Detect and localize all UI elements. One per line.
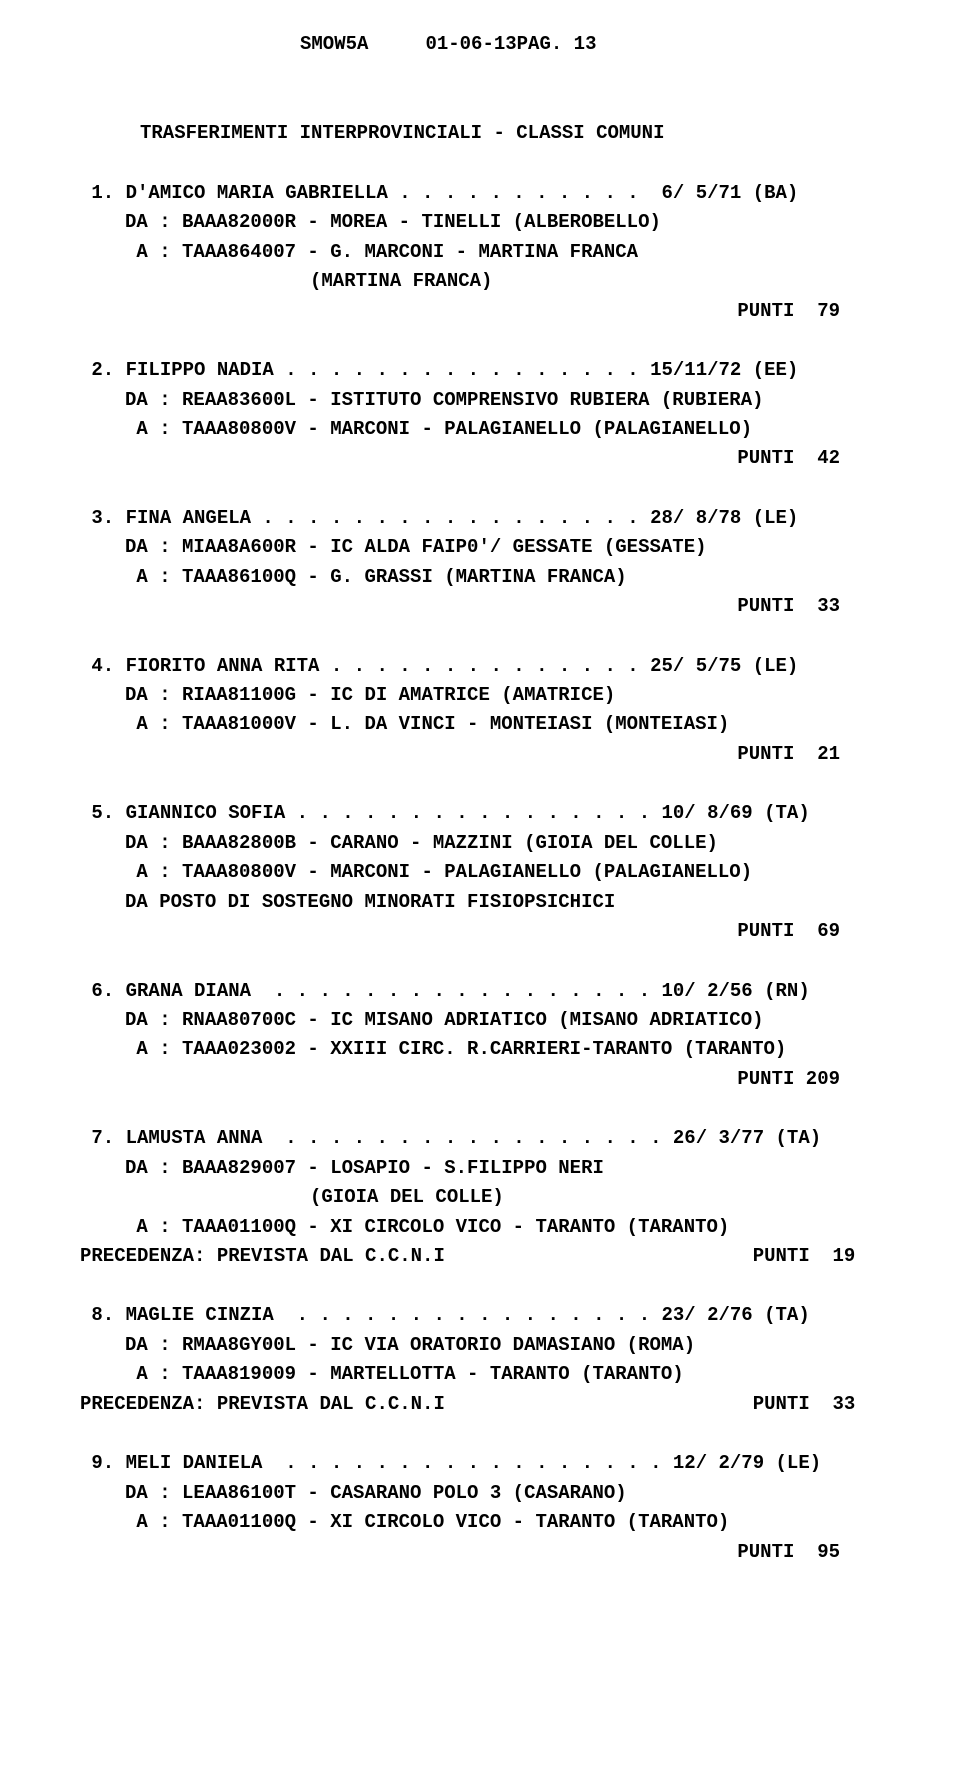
entry-punti-line: PUNTI 42 [80, 444, 920, 473]
transfer-entry: 5. GIANNICO SOFIA . . . . . . . . . . . … [80, 799, 920, 946]
entry-header-line: 2. FILIPPO NADIA . . . . . . . . . . . .… [80, 356, 920, 385]
entry-precedenza-line: PRECEDENZA: PREVISTA DAL C.C.N.I PUNTI 1… [80, 1242, 920, 1271]
entry-punti-line: PUNTI 95 [80, 1538, 920, 1567]
section-title: TRASFERIMENTI INTERPROVINCIALI - CLASSI … [140, 119, 920, 148]
entry-a-extra: (MARTINA FRANCA) [80, 267, 920, 296]
entry-header-line: 9. MELI DANIELA . . . . . . . . . . . . … [80, 1449, 920, 1478]
entry-da-line: DA : MIAA8A600R - IC ALDA FAIP0'/ GESSAT… [80, 533, 920, 562]
entry-a-line: A : TAAA819009 - MARTELLOTTA - TARANTO (… [80, 1360, 920, 1389]
transfer-entry: 6. GRANA DIANA . . . . . . . . . . . . .… [80, 977, 920, 1095]
entry-da-extra: (GIOIA DEL COLLE) [80, 1183, 920, 1212]
entry-header-line: 3. FINA ANGELA . . . . . . . . . . . . .… [80, 504, 920, 533]
entry-header-line: 1. D'AMICO MARIA GABRIELLA . . . . . . .… [80, 179, 920, 208]
entry-punti-line: PUNTI 79 [80, 297, 920, 326]
entry-a-line: A : TAAA80800V - MARCONI - PALAGIANELLO … [80, 415, 920, 444]
entry-a-line: A : TAAA81000V - L. DA VINCI - MONTEIASI… [80, 710, 920, 739]
entry-header-line: 6. GRANA DIANA . . . . . . . . . . . . .… [80, 977, 920, 1006]
entry-header-line: 7. LAMUSTA ANNA . . . . . . . . . . . . … [80, 1124, 920, 1153]
transfer-entry: 1. D'AMICO MARIA GABRIELLA . . . . . . .… [80, 179, 920, 326]
transfer-entry: 9. MELI DANIELA . . . . . . . . . . . . … [80, 1449, 920, 1567]
entry-precedenza-line: PRECEDENZA: PREVISTA DAL C.C.N.I PUNTI 3… [80, 1390, 920, 1419]
entry-da-line: DA : RNAA80700C - IC MISANO ADRIATICO (M… [80, 1006, 920, 1035]
page-header: SMOW5A 01-06-13PAG. 13 [300, 30, 920, 59]
entry-a-line: A : TAAA01100Q - XI CIRCOLO VICO - TARAN… [80, 1508, 920, 1537]
entry-a-line: A : TAAA023002 - XXIII CIRC. R.CARRIERI-… [80, 1035, 920, 1064]
entry-da-line: DA : RMAA8GY00L - IC VIA ORATORIO DAMASI… [80, 1331, 920, 1360]
transfer-entry: 7. LAMUSTA ANNA . . . . . . . . . . . . … [80, 1124, 920, 1271]
entry-a-line: A : TAAA01100Q - XI CIRCOLO VICO - TARAN… [80, 1213, 920, 1242]
entry-punti-line: PUNTI 209 [80, 1065, 920, 1094]
entry-da-line: DA : LEAA86100T - CASARANO POLO 3 (CASAR… [80, 1479, 920, 1508]
header-date-page: 01-06-13PAG. 13 [425, 33, 596, 55]
transfer-entry: 8. MAGLIE CINZIA . . . . . . . . . . . .… [80, 1301, 920, 1419]
entry-header-line: 5. GIANNICO SOFIA . . . . . . . . . . . … [80, 799, 920, 828]
entry-header-line: 4. FIORITO ANNA RITA . . . . . . . . . .… [80, 652, 920, 681]
entry-a-line: A : TAAA864007 - G. MARCONI - MARTINA FR… [80, 238, 920, 267]
entry-posto-line: DA POSTO DI SOSTEGNO MINORATI FISIOPSICH… [80, 888, 920, 917]
transfer-entry: 2. FILIPPO NADIA . . . . . . . . . . . .… [80, 356, 920, 474]
entry-da-line: DA : BAAA82800B - CARANO - MAZZINI (GIOI… [80, 829, 920, 858]
entry-da-line: DA : BAAA82000R - MOREA - TINELLI (ALBER… [80, 208, 920, 237]
transfer-entry: 3. FINA ANGELA . . . . . . . . . . . . .… [80, 504, 920, 622]
entry-da-line: DA : RIAA81100G - IC DI AMATRICE (AMATRI… [80, 681, 920, 710]
entry-header-line: 8. MAGLIE CINZIA . . . . . . . . . . . .… [80, 1301, 920, 1330]
transfer-entry: 4. FIORITO ANNA RITA . . . . . . . . . .… [80, 652, 920, 770]
entry-punti-line: PUNTI 33 [80, 592, 920, 621]
entry-da-line: DA : REAA83600L - ISTITUTO COMPRENSIVO R… [80, 386, 920, 415]
entry-da-line: DA : BAAA829007 - LOSAPIO - S.FILIPPO NE… [80, 1154, 920, 1183]
entry-punti-line: PUNTI 21 [80, 740, 920, 769]
header-code: SMOW5A [300, 33, 368, 55]
entry-a-line: A : TAAA80800V - MARCONI - PALAGIANELLO … [80, 858, 920, 887]
entry-a-line: A : TAAA86100Q - G. GRASSI (MARTINA FRAN… [80, 563, 920, 592]
entry-punti-line: PUNTI 69 [80, 917, 920, 946]
